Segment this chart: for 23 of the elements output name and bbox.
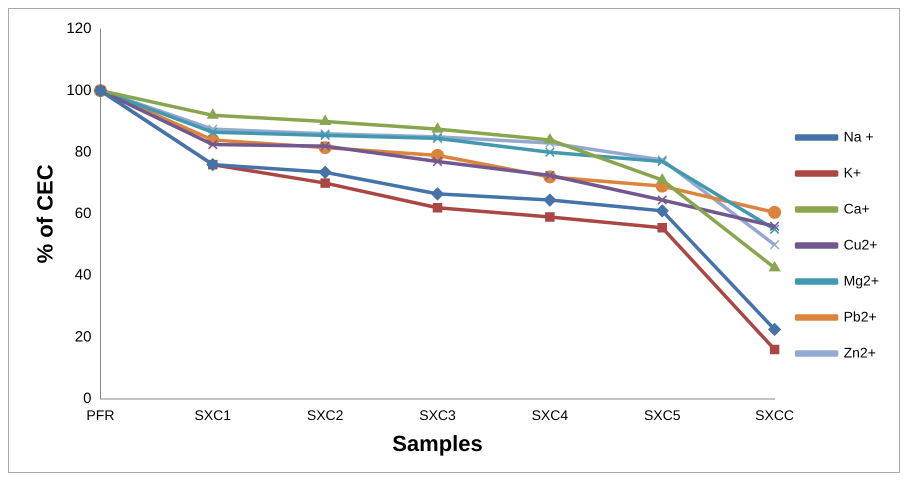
x-tick-label: SXCC — [755, 407, 794, 424]
y-tick-label: 80 — [74, 143, 92, 160]
x-axis-title: Samples — [392, 430, 483, 456]
y-tick-label: 120 — [66, 20, 92, 38]
legend-label: Na + — [844, 128, 874, 144]
x-tick-label: SXC4 — [532, 407, 568, 424]
legend-label: Cu2+ — [844, 236, 878, 252]
legend-label: Ca+ — [844, 200, 870, 216]
y-axis-title: % of CEC — [32, 164, 58, 264]
x-tick-label: SXC1 — [194, 407, 232, 424]
y-tick-label: 0 — [83, 390, 92, 407]
x-tick-label: SXC2 — [306, 407, 344, 424]
y-tick-label: 20 — [74, 328, 92, 346]
legend-label: K+ — [844, 164, 862, 180]
legend-label: Zn2+ — [844, 344, 876, 360]
x-tick-label: SXC3 — [419, 407, 456, 424]
y-tick-label: 40 — [74, 266, 92, 284]
x-tick-label: SXC5 — [644, 407, 681, 424]
y-tick-label: 60 — [74, 205, 92, 222]
legend-label: Pb2+ — [844, 308, 877, 324]
x-tick-label: PFR — [86, 407, 114, 424]
y-tick-label: 100 — [66, 82, 92, 99]
legend-label: Mg2+ — [844, 272, 880, 288]
